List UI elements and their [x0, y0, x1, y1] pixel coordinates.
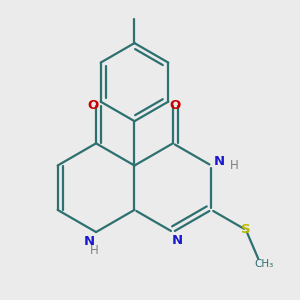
Text: H: H — [89, 244, 98, 257]
Text: H: H — [230, 159, 239, 172]
Text: S: S — [241, 224, 251, 236]
Text: O: O — [169, 99, 181, 112]
Text: O: O — [87, 99, 98, 112]
Text: CH₃: CH₃ — [254, 260, 273, 269]
Text: N: N — [84, 235, 95, 248]
Text: N: N — [172, 234, 183, 247]
Text: N: N — [214, 155, 225, 169]
